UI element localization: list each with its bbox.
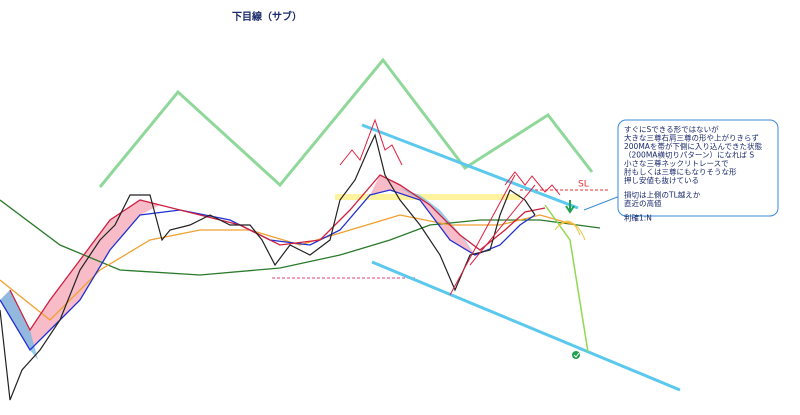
upper-trendline	[361, 123, 579, 210]
note-text: すぐにSできる形ではないが大きな三尊右肩三尊の形や上がりきらず200MAを帯が下…	[624, 124, 763, 223]
pattern	[339, 118, 403, 166]
resistance-band	[335, 194, 520, 200]
note-line: 肘もしくは三尊にもなりそうな形	[624, 167, 737, 177]
note-line: 直近の高値	[624, 198, 662, 208]
sl-label: SL	[578, 180, 589, 190]
price	[0, 133, 536, 401]
note-line: （200MA横切りパターン）になれば S	[624, 150, 754, 160]
band-fill	[370, 175, 475, 255]
band-fill	[0, 290, 38, 360]
zigzag	[98, 57, 594, 188]
note-line: 利確1:N	[624, 213, 652, 223]
note-line: 大きな三尊右肩三尊の形や上がりきらず	[624, 133, 759, 143]
note-line: 200MAを帯が下側に入り込んできた状態	[624, 141, 763, 151]
title: 下目線（サブ）	[232, 10, 302, 23]
projection-curve	[554, 220, 586, 241]
entry-arrow	[565, 200, 575, 214]
note-box	[617, 119, 779, 217]
channel-line	[449, 174, 516, 296]
ma-blue	[0, 189, 536, 352]
ma-orange	[0, 214, 576, 321]
pattern	[504, 171, 561, 196]
target-check	[573, 352, 580, 358]
ma-red	[9, 174, 546, 332]
note-line: 損切は上側のTL越えか	[624, 190, 701, 200]
lower-trendline	[371, 260, 681, 392]
note-line: すぐにSできる形ではないが	[624, 124, 719, 134]
note-pointer	[583, 195, 621, 211]
projection	[544, 204, 589, 353]
note-line: 小さな三尊ネックリトレースで	[624, 158, 729, 168]
channel-line	[469, 184, 536, 266]
ma-200	[0, 199, 601, 276]
target-mark	[572, 351, 580, 359]
note-line: 押し安値も抜けている	[624, 175, 699, 185]
